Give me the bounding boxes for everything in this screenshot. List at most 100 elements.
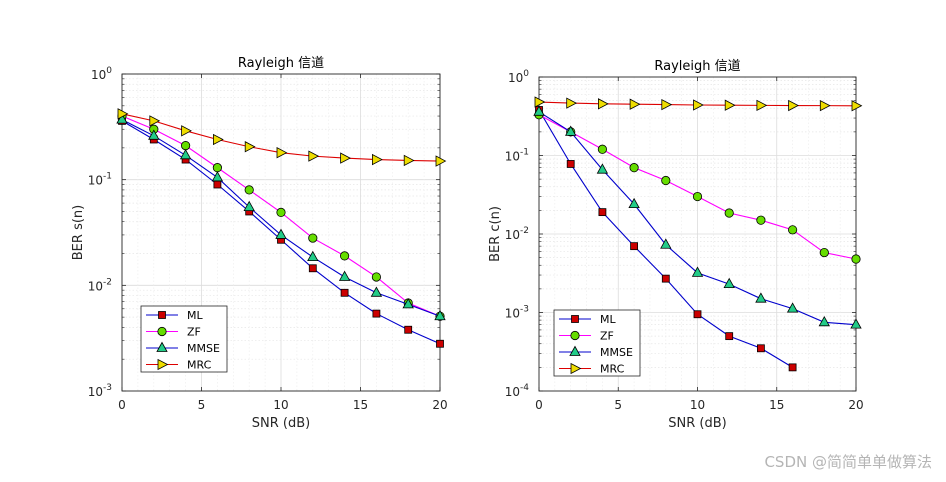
- data-point-mrc: [661, 98, 673, 111]
- data-point-zf: [819, 247, 829, 258]
- data-point-mrc: [724, 99, 736, 111]
- y-tick-label: 10-1: [88, 172, 112, 188]
- series-mrc: [534, 96, 863, 112]
- chart-title: Rayleigh 信道: [238, 56, 324, 71]
- x-tick-label: 15: [769, 398, 784, 412]
- legend-marker: [157, 326, 167, 337]
- data-point-mmse: [850, 318, 862, 329]
- data-point-mrc: [212, 133, 224, 146]
- data-point-ml: [340, 288, 349, 297]
- data-point-mrc: [819, 99, 831, 112]
- x-tick-label: 20: [848, 398, 863, 412]
- data-point-mrc: [598, 98, 609, 110]
- x-tick-label: 5: [198, 398, 206, 412]
- y-tick-label: 10-4: [505, 383, 530, 399]
- data-point-ml: [308, 264, 317, 273]
- data-point-zf: [756, 215, 766, 225]
- data-point-ml: [404, 325, 413, 334]
- data-point-zf: [276, 207, 286, 218]
- data-point-mmse: [307, 250, 319, 262]
- data-point-mrc: [117, 108, 129, 120]
- legend-label: MRC: [600, 363, 625, 376]
- y-tick-label: 10-1: [505, 148, 529, 164]
- data-point-mmse: [755, 292, 767, 303]
- data-point-mmse: [148, 129, 160, 140]
- data-point-zf: [371, 272, 381, 282]
- data-point-ml: [757, 344, 765, 353]
- data-point-ml: [630, 242, 638, 251]
- data-point-mmse: [211, 171, 224, 182]
- data-point-mrc: [788, 99, 799, 112]
- legend-label: MMSE: [187, 342, 220, 355]
- x-tick-label: 0: [118, 398, 126, 412]
- data-point-ml: [213, 180, 222, 189]
- watermark: CSDN @简简单单做算法: [764, 453, 932, 471]
- legend: ML ZF MMSE MRC: [140, 305, 228, 373]
- data-point-zf: [661, 175, 671, 186]
- series-mmse: [116, 113, 446, 321]
- data-point-mrc: [149, 115, 161, 127]
- y-axis-label: BER s(n): [71, 205, 86, 260]
- legend-label: ML: [187, 309, 203, 322]
- y-axis-label: BER c(n): [488, 206, 503, 262]
- legend-label: ZF: [187, 326, 201, 339]
- x-tick-label: 15: [353, 398, 368, 412]
- data-point-ml: [661, 274, 670, 283]
- legend-marker: [157, 358, 169, 371]
- y-tick-label: 10-3: [88, 383, 112, 399]
- data-point-mmse: [370, 286, 383, 297]
- data-point-mrc: [851, 100, 863, 112]
- legend-marker: [570, 362, 582, 375]
- x-tick-label: 10: [273, 398, 288, 412]
- y-tick-label: 10-2: [505, 226, 529, 242]
- data-point-mrc: [181, 125, 192, 137]
- legend-label: ML: [600, 313, 616, 326]
- series-mrc: [117, 108, 447, 167]
- data-point-ml: [693, 310, 702, 319]
- legend: ML ZF MMSE MRC: [553, 309, 641, 377]
- x-tick-label: 20: [432, 398, 447, 412]
- data-point-mmse: [818, 315, 830, 327]
- x-tick-label: 0: [535, 398, 543, 412]
- data-point-ml: [598, 208, 607, 217]
- series-zf: [117, 111, 445, 321]
- data-point-zf: [692, 191, 703, 202]
- data-point-mmse: [596, 163, 609, 174]
- data-point-mmse: [275, 228, 287, 239]
- data-point-mmse: [402, 298, 414, 309]
- x-axis-label: SNR (dB): [668, 416, 726, 431]
- data-point-zf: [629, 163, 639, 173]
- data-point-mrc: [308, 150, 320, 162]
- legend-marker: [158, 311, 166, 319]
- data-point-zf: [308, 233, 318, 243]
- data-point-zf: [787, 225, 798, 235]
- data-point-zf: [339, 251, 350, 261]
- x-tick-label: 5: [614, 398, 622, 412]
- data-point-ml: [725, 332, 734, 341]
- legend-marker: [570, 330, 580, 341]
- chart-panel-1: 0 5 10 15 20 100 10-1 10-2 10-3 Rayleigh 信道 SNR (d…: [71, 56, 448, 431]
- data-point-zf: [181, 141, 191, 151]
- data-point-mrc: [276, 147, 288, 159]
- series-mmse: [533, 105, 862, 329]
- data-point-zf: [851, 254, 861, 264]
- data-point-zf: [597, 144, 608, 154]
- data-point-ml: [436, 339, 444, 348]
- y-tick-label: 10-3: [505, 305, 529, 321]
- data-point-mmse: [116, 113, 128, 124]
- data-point-mrc: [340, 152, 351, 164]
- data-point-mmse: [243, 200, 255, 212]
- data-point-mrc: [435, 155, 447, 167]
- data-point-mrc: [566, 97, 578, 109]
- legend-marker: [571, 315, 579, 323]
- legend-box: [553, 309, 641, 377]
- data-point-mmse: [628, 197, 640, 209]
- chart-title: Rayleigh 信道: [654, 59, 740, 74]
- data-point-ml: [566, 160, 575, 168]
- data-point-mmse: [533, 105, 545, 116]
- data-point-zf: [724, 208, 734, 218]
- data-point-zf: [244, 185, 254, 195]
- data-point-mmse: [434, 309, 446, 321]
- data-point-mrc: [534, 96, 546, 108]
